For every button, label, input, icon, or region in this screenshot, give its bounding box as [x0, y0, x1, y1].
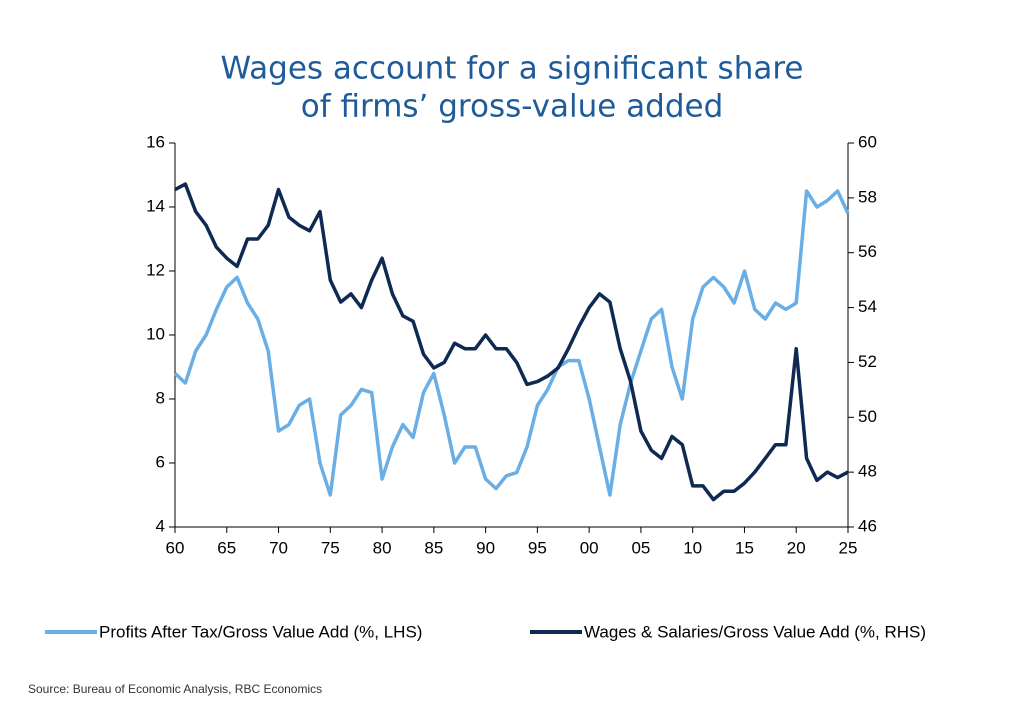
- chart-title: Wages account for a significant share: [221, 51, 804, 87]
- y2-tick-label: 54: [858, 297, 877, 316]
- x-tick-label: 80: [373, 538, 392, 557]
- y-tick-label: 14: [146, 196, 165, 215]
- x-tick-label: 25: [839, 538, 858, 557]
- y-tick-label: 6: [156, 452, 165, 471]
- y2-tick-label: 48: [858, 462, 877, 481]
- y2-tick-label: 46: [858, 516, 877, 535]
- source: Source: Bureau of Economic Analysis, RBC…: [28, 682, 322, 696]
- x-tick-label: 10: [683, 538, 702, 557]
- x-tick-label: 85: [424, 538, 443, 557]
- series-line: [173, 189, 850, 497]
- y-tick-label: 4: [156, 516, 165, 535]
- legend-label: Wages & Salaries/Gross Value Add (%, RHS…: [584, 622, 926, 641]
- x-tick-label: 20: [787, 538, 806, 557]
- y2-tick-label: 50: [858, 407, 877, 426]
- x-tick-label: 75: [321, 538, 340, 557]
- y2-tick-label: 52: [858, 352, 877, 371]
- x-tick-label: 05: [631, 538, 650, 557]
- chart-title: of firms’ gross-value added: [301, 89, 724, 125]
- x-tick-label: 15: [735, 538, 754, 557]
- legend-label: Profits After Tax/Gross Value Add (%, LH…: [99, 622, 422, 641]
- series-line: [174, 182, 849, 502]
- y2-tick-label: 56: [858, 242, 877, 261]
- y-tick-label: 16: [146, 132, 165, 151]
- x-tick-label: 00: [580, 538, 599, 557]
- x-tick-label: 90: [476, 538, 495, 557]
- y-tick-label: 8: [156, 388, 165, 407]
- y-tick-label: 10: [146, 324, 165, 343]
- y2-tick-label: 60: [858, 132, 877, 151]
- x-tick-label: 70: [269, 538, 288, 557]
- y-tick-label: 12: [146, 260, 165, 279]
- y2-tick-label: 58: [858, 187, 877, 206]
- x-tick-label: 95: [528, 538, 547, 557]
- x-tick-label: 65: [217, 538, 236, 557]
- x-tick-label: 60: [166, 538, 185, 557]
